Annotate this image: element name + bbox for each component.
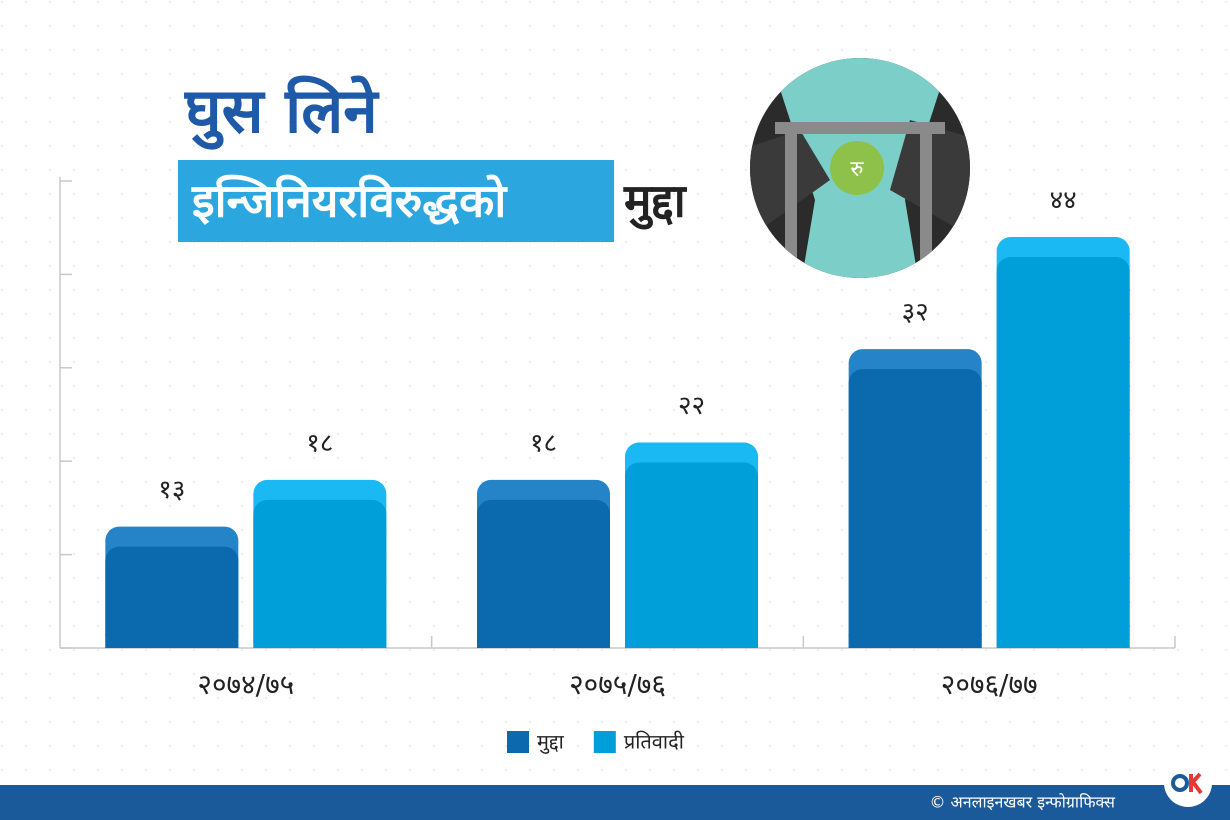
chart-title: घुस लिने <box>184 74 380 150</box>
x-tick-label: २०७५/७६ <box>569 668 666 701</box>
subtitle-rest: मुद्दा <box>623 174 688 231</box>
bar-body <box>996 257 1130 648</box>
bar-body <box>848 369 982 648</box>
bar-body <box>625 462 758 648</box>
legend-label: प्रतिवादी <box>624 730 685 754</box>
legend-label: मुद्दा <box>537 730 565 755</box>
subtitle-highlight: इन्जिनियरविरुद्धको <box>191 174 508 228</box>
bar-body <box>105 546 239 648</box>
value-label: ४४ <box>1050 186 1077 216</box>
bar-body-base <box>625 634 758 648</box>
legend-swatch <box>507 731 529 753</box>
x-tick-label: २०७४/७५ <box>197 668 294 701</box>
bar-body-base <box>996 634 1130 648</box>
bar-body <box>253 499 387 648</box>
x-tick-label: २०७६/७७ <box>941 668 1038 701</box>
value-label: ३२ <box>902 298 929 328</box>
logo-o <box>1171 774 1189 792</box>
bar-body-base <box>848 634 982 648</box>
footer-bar <box>0 785 1230 820</box>
value-label: १८ <box>306 428 333 458</box>
logo-k <box>1189 772 1203 795</box>
value-label: १८ <box>530 428 557 458</box>
bar-body <box>477 499 610 648</box>
bar-body-base <box>253 634 387 648</box>
rupee-badge <box>830 141 884 195</box>
value-label: १३ <box>158 475 185 505</box>
title-highlight <box>178 160 614 242</box>
footer-credit: © अनलाइनखबर इन्फोग्राफिक्स <box>929 793 1116 812</box>
legend-swatch <box>593 731 616 753</box>
value-label: २२ <box>678 391 705 421</box>
bar-body-base <box>477 634 610 648</box>
bar-body-base <box>105 634 239 648</box>
rupee-text: रु <box>850 157 864 182</box>
